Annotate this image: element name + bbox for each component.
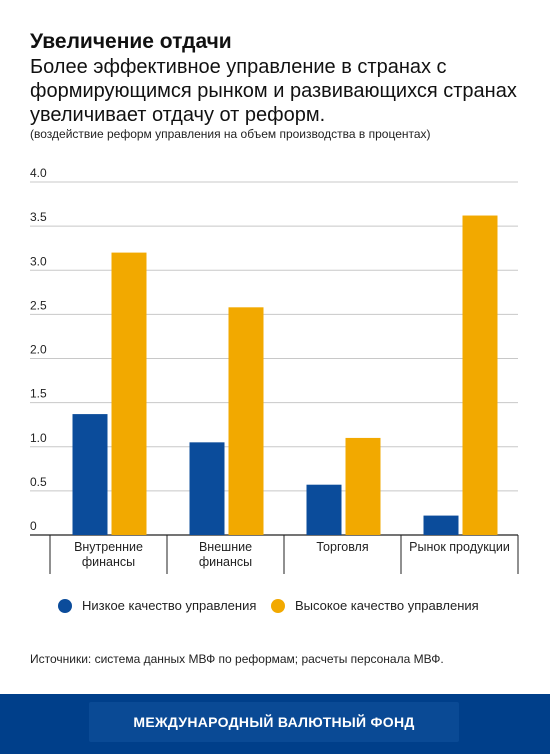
bar-low	[72, 414, 108, 535]
x-tick-label: Внутренние	[74, 540, 143, 554]
footer-org-name: МЕЖДУНАРОДНЫЙ ВАЛЮТНЫЙ ФОНД	[133, 714, 415, 730]
bar-high	[462, 215, 498, 535]
chart-units-note: (воздействие реформ управления на объем …	[30, 127, 431, 141]
bar-low	[189, 442, 225, 535]
x-tick-label: Внешние	[199, 540, 252, 554]
y-tick-label: 0	[30, 519, 37, 533]
bar-high	[111, 252, 147, 535]
footer-logo-box: МЕЖДУНАРОДНЫЙ ВАЛЮТНЫЙ ФОНД	[89, 702, 459, 742]
chart-subtitle: Более эффективное управление в странах с…	[30, 56, 517, 126]
bar-high	[345, 437, 381, 535]
bar-chart: 00.51.01.52.02.53.03.54.0Внутренниефинан…	[30, 166, 519, 574]
y-tick-label: 3.5	[30, 210, 47, 224]
bar-high	[228, 307, 264, 535]
y-tick-label: 1.0	[30, 431, 47, 445]
source-note: Источники: система данных МВФ по реформа…	[30, 652, 444, 666]
y-tick-label: 4.0	[30, 166, 47, 180]
x-tick-label: финансы	[199, 555, 252, 569]
x-tick-label: Рынок продукции	[409, 540, 510, 554]
x-tick-label: финансы	[82, 555, 135, 569]
bar-low	[306, 484, 342, 535]
legend-swatch-high	[271, 598, 285, 613]
bar-low	[423, 515, 459, 535]
y-tick-label: 3.0	[30, 254, 47, 268]
legend-item-high: Высокое качество управления	[271, 598, 479, 613]
y-tick-label: 1.5	[30, 387, 47, 401]
chart-title: Увеличение отдачи	[30, 30, 232, 53]
y-tick-label: 2.0	[30, 343, 47, 357]
y-tick-label: 2.5	[30, 298, 47, 312]
footer-bar: МЕЖДУНАРОДНЫЙ ВАЛЮТНЫЙ ФОНД	[0, 694, 550, 754]
legend-swatch-low	[58, 598, 72, 613]
y-tick-label: 0.5	[30, 475, 47, 489]
legend-label-low: Низкое качество управления	[82, 598, 257, 613]
x-tick-label: Торговля	[316, 540, 368, 554]
legend-item-low: Низкое качество управления	[58, 598, 256, 613]
legend-label-high: Высокое качество управления	[295, 598, 479, 613]
